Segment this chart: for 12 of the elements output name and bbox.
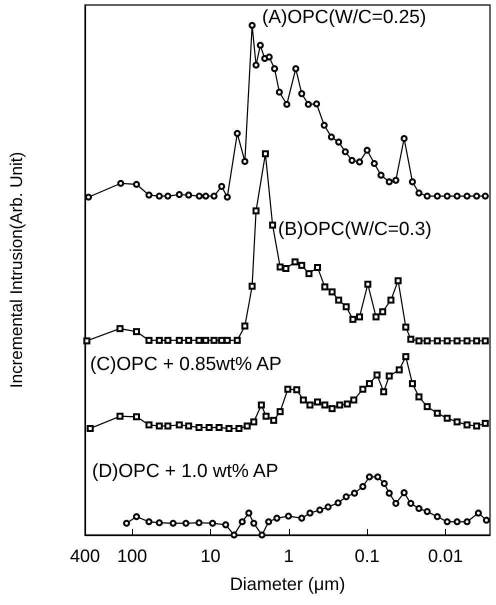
x-axis-title: Diameter (μm) (230, 574, 346, 594)
x-tick-label: 100 (117, 546, 148, 566)
series-label: (D)OPC + 1.0 wt% AP (92, 461, 278, 482)
series-label: (B)OPC(W/C=0.3) (278, 219, 432, 240)
series-label: (A)OPC(W/C=0.25) (262, 7, 426, 28)
x-tick-label: 10 (200, 546, 220, 566)
series-label: (C)OPC + 0.85wt% AP (90, 354, 282, 375)
y-axis-title: Incremental Intrusion(Arb. Unit) (7, 152, 26, 388)
x-tick-label: 0.1 (354, 546, 380, 566)
x-tick-label: 400 (70, 546, 100, 566)
x-tick-label: 1 (284, 546, 294, 566)
x-tick-label: 0.01 (428, 546, 463, 566)
